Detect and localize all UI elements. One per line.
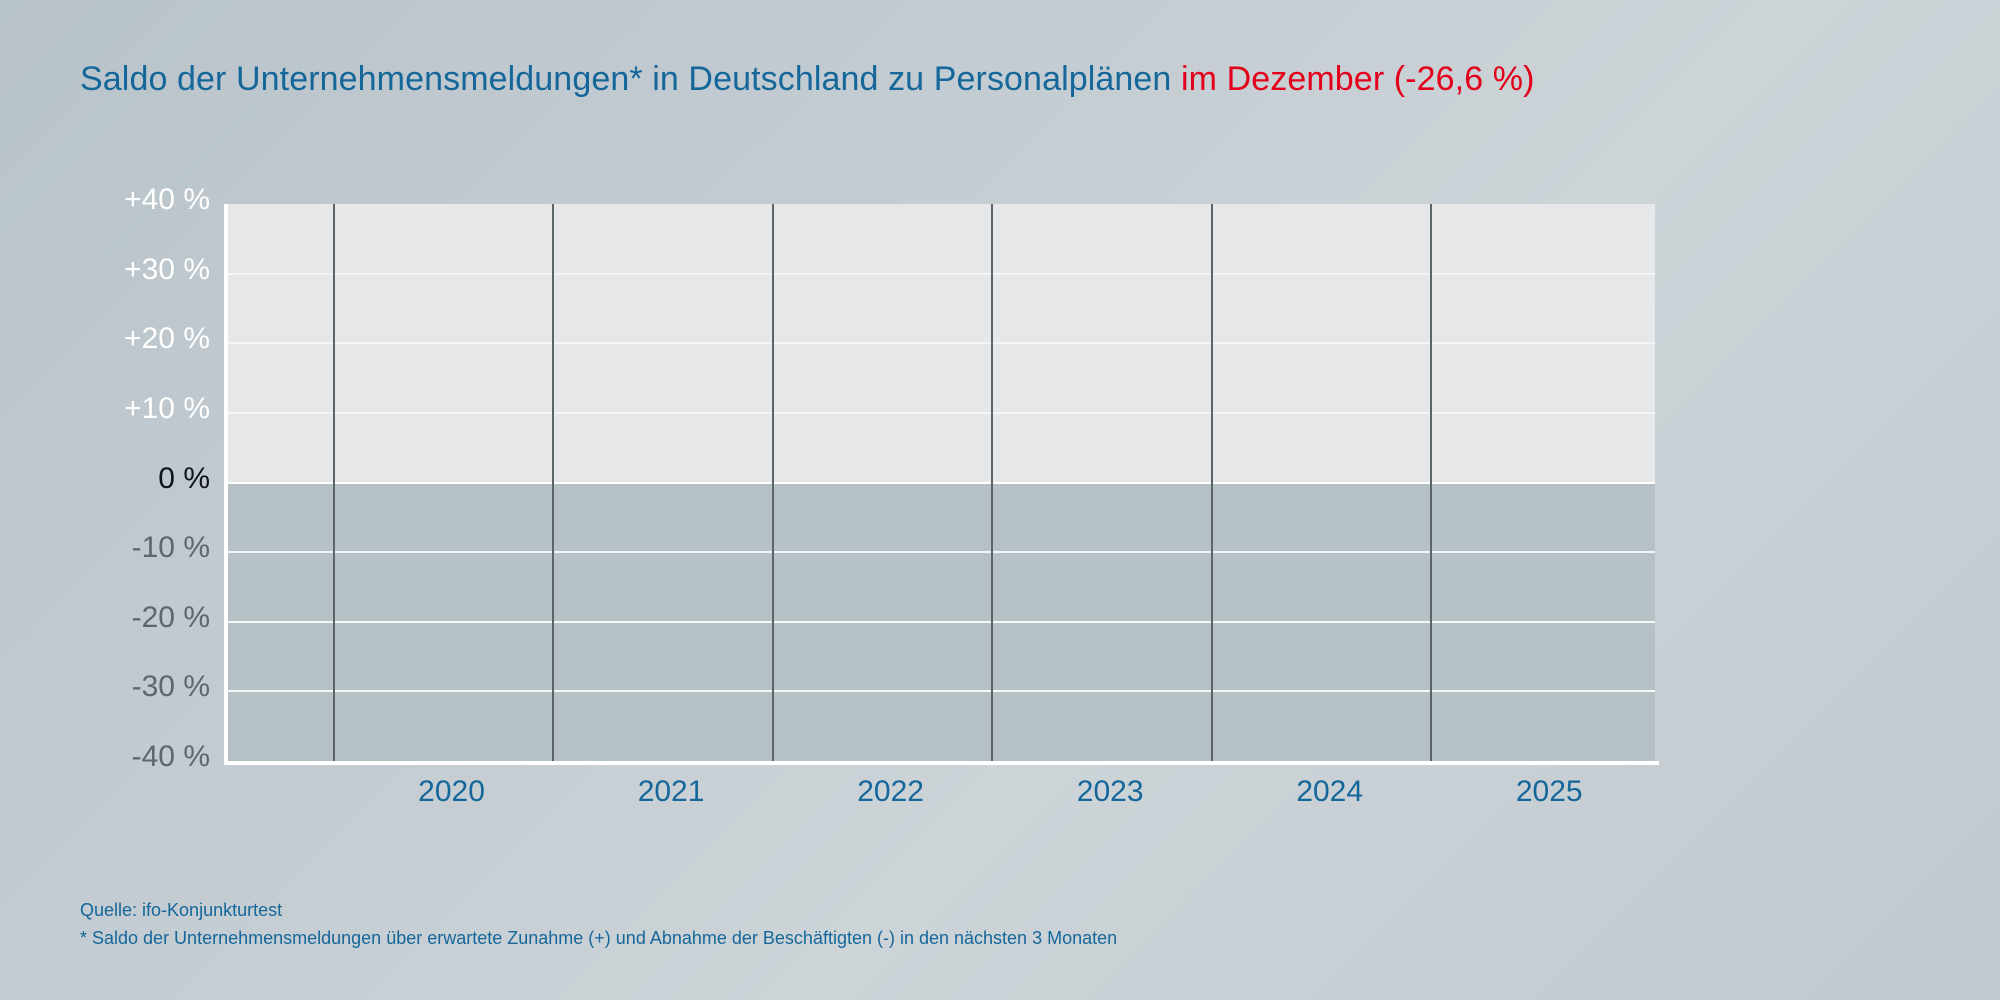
x-axis-tick-label: 2021 <box>637 775 705 808</box>
gridline <box>228 411 1655 414</box>
gridline <box>228 551 1655 554</box>
year-separator-line <box>1430 204 1433 761</box>
year-separator-line <box>1210 204 1213 761</box>
gridline <box>228 620 1655 623</box>
gridline <box>228 272 1655 275</box>
y-axis-tick-label: +10 % <box>124 391 210 425</box>
y-axis-tick-label: +30 % <box>124 252 210 286</box>
chart-plot-area <box>224 204 1659 765</box>
gridline <box>228 690 1655 693</box>
x-axis-line <box>224 761 1659 765</box>
source-note: Quelle: ifo-Konjunkturtest <box>80 900 283 920</box>
year-separator-line <box>332 204 335 761</box>
y-axis-tick-label: 0 % <box>158 461 210 495</box>
y-axis-tick-label: -30 % <box>131 670 210 704</box>
year-separator-line <box>552 204 555 761</box>
y-axis-tick-label: +40 % <box>124 183 210 216</box>
zero-line <box>228 481 1655 484</box>
x-axis-tick-label: 2023 <box>1076 775 1144 808</box>
gridline <box>228 342 1655 345</box>
asterisk-note: * Saldo der Unternehmensmeldungen über e… <box>80 928 1118 948</box>
y-axis-line <box>224 204 228 761</box>
page-title: Saldo der Unternehmensmeldungen* in Deut… <box>80 60 1535 99</box>
y-axis-tick-label: -10 % <box>131 531 210 565</box>
y-axis-tick-label: -20 % <box>131 600 210 634</box>
x-axis-tick-label: 2022 <box>857 775 924 808</box>
y-axis-tick-label: -40 % <box>131 740 210 773</box>
x-axis-tick-label: 2025 <box>1515 775 1583 808</box>
year-separator-line <box>771 204 774 761</box>
title-main-text: Saldo der Unternehmensmeldungen* in Deut… <box>80 60 1181 98</box>
x-axis-tick-label: 2024 <box>1296 775 1364 808</box>
title-accent-text: im Dezember (-26,6 %) <box>1180 60 1535 98</box>
x-axis-tick-label: 2020 <box>418 775 485 808</box>
y-axis-tick-label: +20 % <box>124 322 210 356</box>
year-separator-line <box>991 204 994 761</box>
